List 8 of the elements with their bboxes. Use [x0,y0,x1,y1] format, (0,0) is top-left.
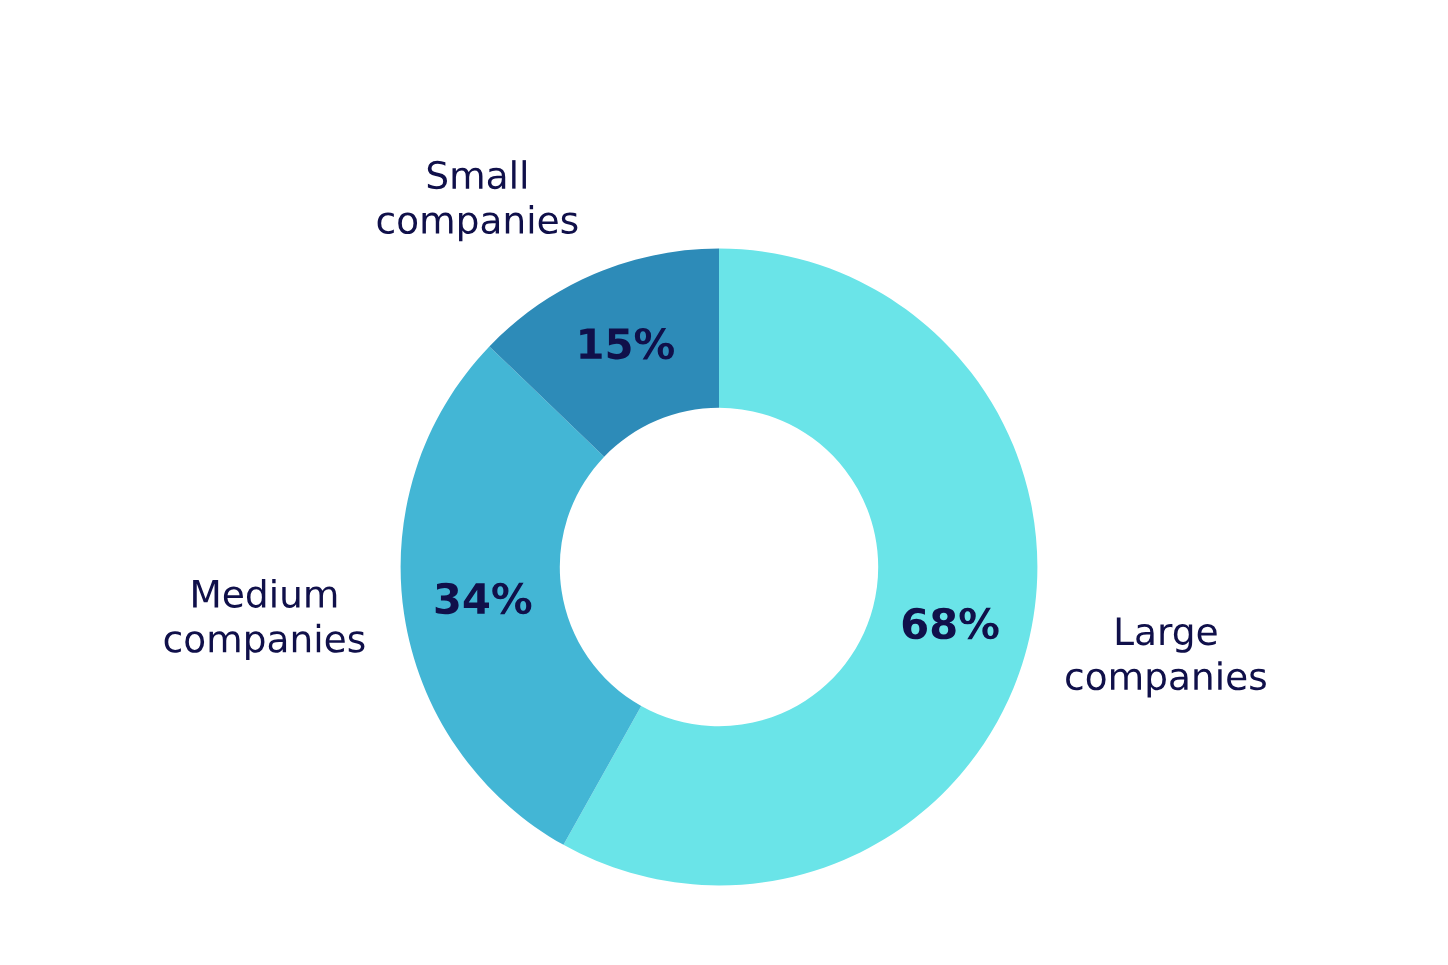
slice-label: Small companies [377,160,578,242]
slice-label: Medium companies [164,578,365,661]
donut-slice [563,248,1038,886]
data-label: 68% [902,607,999,640]
slice-label: Large companies [1066,617,1266,698]
donut-slice [489,248,719,457]
data-label: 34% [435,582,532,615]
data-label: 15% [580,327,674,360]
